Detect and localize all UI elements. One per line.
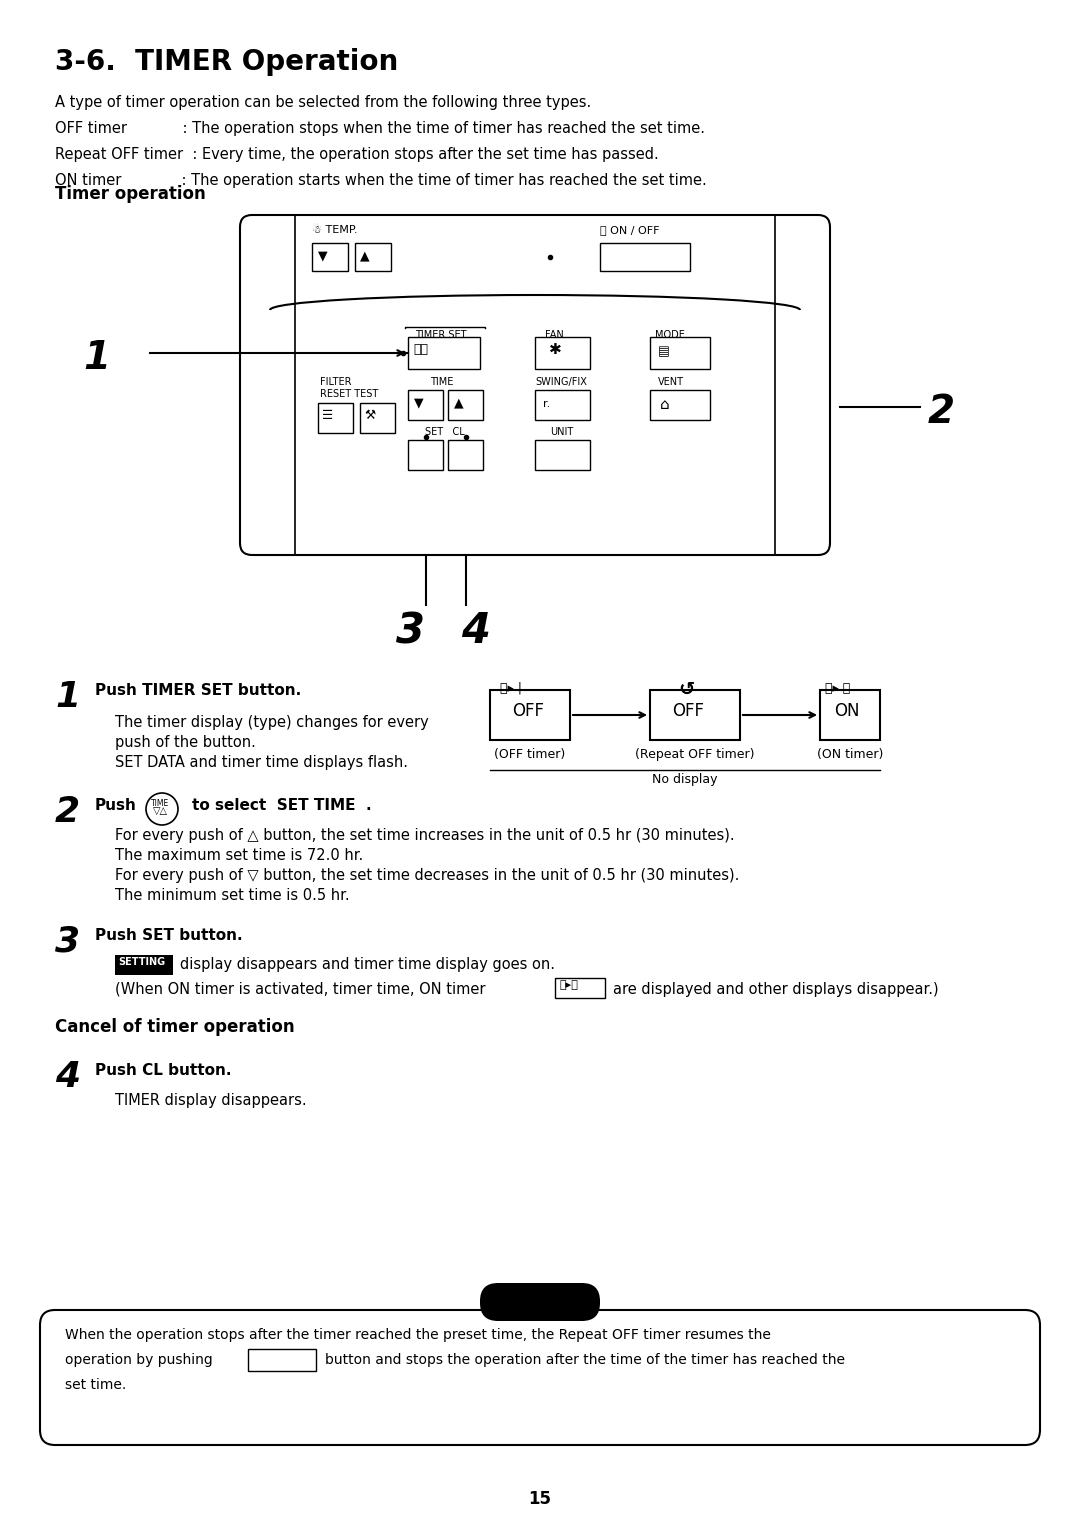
Bar (360, 403, 395, 432)
Text: are displayed and other displays disappear.): are displayed and other displays disappe… (613, 983, 939, 996)
Text: SWING/FIX: SWING/FIX (535, 377, 586, 387)
Text: ▼: ▼ (318, 249, 327, 261)
Text: (Repeat OFF timer): (Repeat OFF timer) (635, 749, 755, 761)
Text: For every push of △ button, the set time increases in the unit of 0.5 hr (30 min: For every push of △ button, the set time… (114, 828, 734, 843)
Text: RESET TEST: RESET TEST (320, 390, 378, 399)
Bar (248, 1349, 316, 1371)
Text: (ON timer): (ON timer) (816, 749, 883, 761)
Text: 15: 15 (528, 1490, 552, 1508)
Text: Push SET button.: Push SET button. (95, 927, 243, 943)
Text: 1: 1 (83, 339, 110, 377)
Text: TIME: TIME (151, 799, 170, 808)
Text: 4: 4 (461, 610, 490, 652)
Text: SETTING: SETTING (118, 957, 165, 967)
Bar (555, 978, 605, 998)
Text: ⏵▸⏽: ⏵▸⏽ (559, 979, 578, 990)
Text: (When ON timer is activated, timer time, ON timer: (When ON timer is activated, timer time,… (114, 983, 486, 996)
Text: ↺: ↺ (678, 680, 694, 698)
Text: ⏻ ON/OFF: ⏻ ON/OFF (249, 1349, 299, 1358)
Text: ⏵⏽: ⏵⏽ (413, 342, 428, 356)
FancyBboxPatch shape (240, 215, 831, 555)
Text: The minimum set time is 0.5 hr.: The minimum set time is 0.5 hr. (114, 888, 350, 903)
Text: Cancel of timer operation: Cancel of timer operation (55, 1018, 295, 1036)
Text: (OFF timer): (OFF timer) (495, 749, 566, 761)
Text: TIMER SET: TIMER SET (415, 330, 467, 341)
Text: ☃ TEMP.: ☃ TEMP. (312, 225, 357, 235)
Bar (490, 691, 570, 740)
Text: When the operation stops after the timer reached the preset time, the Repeat OFF: When the operation stops after the timer… (65, 1328, 771, 1342)
Text: ⏵▸ ⏽: ⏵▸ ⏽ (825, 681, 850, 695)
Bar (355, 243, 391, 270)
Text: 3-6.  TIMER Operation: 3-6. TIMER Operation (55, 47, 399, 76)
Bar (535, 338, 590, 368)
Text: 1: 1 (55, 680, 80, 714)
Text: Timer operation: Timer operation (55, 185, 206, 203)
Text: ✱: ✱ (549, 342, 562, 358)
Text: ▤: ▤ (658, 345, 670, 358)
Text: ⌂: ⌂ (660, 397, 670, 413)
Bar (408, 440, 443, 471)
Bar (114, 955, 173, 975)
FancyBboxPatch shape (40, 1309, 1040, 1445)
Text: MODE: MODE (654, 330, 685, 341)
Text: The timer display (type) changes for every: The timer display (type) changes for eve… (114, 715, 429, 730)
Bar (535, 390, 590, 420)
Text: A type of timer operation can be selected from the following three types.: A type of timer operation can be selecte… (55, 95, 591, 110)
Text: ▲: ▲ (360, 249, 369, 261)
Bar (600, 243, 690, 270)
Text: The maximum set time is 72.0 hr.: The maximum set time is 72.0 hr. (114, 848, 363, 863)
Text: ON timer             : The operation starts when the time of timer has reached t: ON timer : The operation starts when the… (55, 173, 706, 188)
Text: Repeat OFF timer  : Every time, the operation stops after the set time has passe: Repeat OFF timer : Every time, the opera… (55, 147, 659, 162)
Text: SET   CL: SET CL (426, 426, 464, 437)
Text: 2: 2 (55, 795, 80, 830)
Text: ▽△: ▽△ (153, 805, 168, 816)
Bar (650, 691, 740, 740)
Text: OFF timer            : The operation stops when the time of timer has reached th: OFF timer : The operation stops when the… (55, 121, 705, 136)
Text: ☰: ☰ (322, 410, 334, 422)
Text: FAN: FAN (545, 330, 564, 341)
Bar (448, 390, 483, 420)
Bar (650, 390, 710, 420)
Text: 4: 4 (55, 1060, 80, 1094)
Bar (312, 243, 348, 270)
Text: Push CL button.: Push CL button. (95, 1063, 231, 1077)
Bar (820, 691, 880, 740)
Text: For every push of ▽ button, the set time decreases in the unit of 0.5 hr (30 min: For every push of ▽ button, the set time… (114, 868, 740, 883)
Text: ▼: ▼ (414, 396, 423, 410)
Text: SET DATA and timer time displays flash.: SET DATA and timer time displays flash. (114, 755, 408, 770)
Text: OFF: OFF (512, 701, 544, 720)
Text: OFF: OFF (672, 701, 704, 720)
Text: No display: No display (652, 773, 718, 785)
Text: ⚒: ⚒ (364, 410, 375, 422)
Text: ON: ON (834, 701, 860, 720)
Text: Push TIMER SET button.: Push TIMER SET button. (95, 683, 301, 698)
Bar (318, 403, 353, 432)
Text: 2: 2 (928, 393, 955, 431)
Text: display disappears and timer time display goes on.: display disappears and timer time displa… (180, 957, 555, 972)
Text: UNIT: UNIT (550, 426, 573, 437)
Text: operation by pushing: operation by pushing (65, 1352, 213, 1368)
Bar (408, 390, 443, 420)
FancyBboxPatch shape (480, 1284, 600, 1322)
Text: 3: 3 (396, 610, 426, 652)
Bar (408, 338, 480, 368)
Bar (650, 338, 710, 368)
Text: ⏵▸ |: ⏵▸ | (500, 681, 522, 695)
Text: r.: r. (543, 399, 550, 410)
Text: TIME: TIME (430, 377, 454, 387)
Bar (448, 440, 483, 471)
Text: FILTER: FILTER (320, 377, 351, 387)
Text: Push: Push (95, 798, 137, 813)
Text: TIMER display disappears.: TIMER display disappears. (114, 1093, 307, 1108)
Text: to select  SET TIME  .: to select SET TIME . (192, 798, 372, 813)
Bar (535, 440, 590, 471)
Text: push of the button.: push of the button. (114, 735, 256, 750)
Text: 3: 3 (55, 924, 80, 960)
Text: ⏻ ON / OFF: ⏻ ON / OFF (600, 225, 660, 235)
Text: VENT: VENT (658, 377, 684, 387)
Text: set time.: set time. (65, 1378, 126, 1392)
Text: button and stops the operation after the time of the timer has reached the: button and stops the operation after the… (325, 1352, 845, 1368)
Text: ▲: ▲ (454, 396, 463, 410)
